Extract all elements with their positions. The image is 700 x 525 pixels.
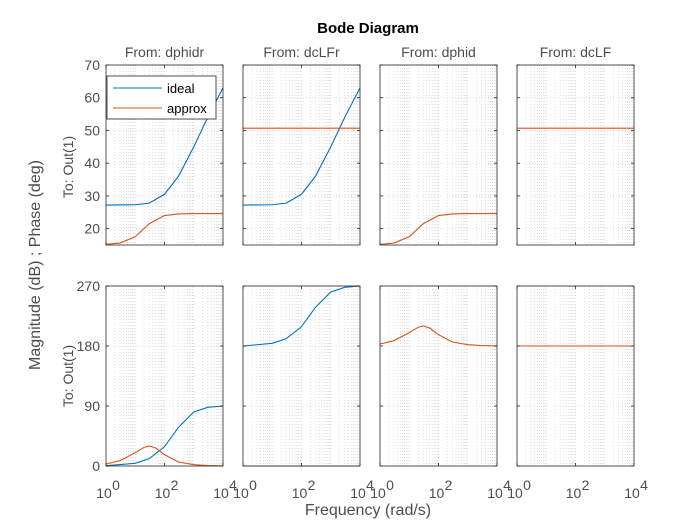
x-tick-exponent: 0 [112, 477, 120, 493]
y-tick-label: 270 [77, 278, 101, 294]
series-ideal-magnitude-1 [105, 87, 224, 206]
x-tick-label: 10 [624, 485, 640, 501]
x-tick-exponent: 2 [308, 477, 316, 493]
y-tick-label: 90 [84, 398, 100, 414]
legend-box [106, 75, 217, 120]
series-approx-magnitude-1 [105, 213, 223, 245]
y-tick-label: 50 [84, 122, 100, 138]
y-tick-label: 70 [84, 57, 100, 73]
x-tick-exponent: 4 [503, 477, 511, 493]
legend-label-approx: approx [167, 101, 207, 116]
x-tick-exponent: 2 [171, 477, 179, 493]
x-tick-label: 10 [96, 485, 112, 501]
y-tick-label: 20 [84, 221, 100, 237]
x-tick-label: 10 [155, 485, 171, 501]
x-tick-exponent: 4 [640, 477, 648, 493]
x-tick-label: 10 [487, 485, 503, 501]
series-ideal-phase-1 [105, 405, 224, 467]
x-tick-exponent: 4 [229, 477, 237, 493]
x-tick-exponent: 2 [582, 477, 590, 493]
legend: ideal approx [106, 75, 217, 120]
output-label-phase: To: Out(1) [60, 345, 76, 407]
x-tick-exponent: 0 [249, 477, 257, 493]
x-tick-label: 10 [507, 485, 523, 501]
x-tick-exponent: 4 [366, 477, 374, 493]
input-title-4: From: dcLF [540, 44, 612, 60]
x-tick-label: 10 [292, 485, 308, 501]
y-tick-label: 40 [84, 155, 100, 171]
x-tick-label: 10 [370, 485, 386, 501]
y-tick-label: 60 [84, 90, 100, 106]
series-approx-phase-3 [379, 325, 498, 347]
input-title-2: From: dcLFr [263, 44, 340, 60]
x-axis-label: Frequency (rad/s) [305, 502, 431, 519]
series-ideal-magnitude-2 [242, 87, 361, 206]
x-tick-label: 10 [350, 485, 366, 501]
x-tick-exponent: 0 [523, 477, 531, 493]
x-tick-label: 10 [429, 485, 445, 501]
x-tick-label: 10 [213, 485, 229, 501]
x-tick-label: 10 [233, 485, 249, 501]
series-approx-magnitude-3 [379, 213, 497, 245]
x-tick-exponent: 0 [386, 477, 394, 493]
y-tick-label: 30 [84, 188, 100, 204]
series-ideal-phase-2 [242, 285, 361, 347]
output-label-magnitude: To: Out(1) [60, 136, 76, 198]
chart-title: Bode Diagram [317, 20, 419, 37]
y-tick-label: 0 [92, 458, 100, 474]
y-tick-label: 180 [77, 338, 101, 354]
x-tick-exponent: 2 [445, 477, 453, 493]
y-axis-label: Magnitude (dB) ; Phase (deg) [27, 160, 44, 370]
x-tick-label: 10 [566, 485, 582, 501]
input-title-1: From: dphidr [125, 44, 205, 60]
legend-label-ideal: ideal [167, 81, 195, 96]
input-title-3: From: dphid [401, 44, 476, 60]
series-approx-phase-1 [105, 445, 224, 467]
